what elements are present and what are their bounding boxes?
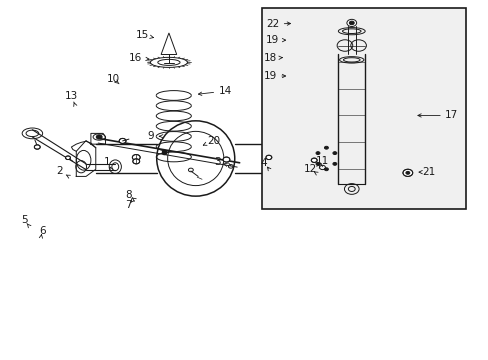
Circle shape (332, 152, 336, 154)
Circle shape (348, 21, 353, 25)
Circle shape (402, 169, 412, 176)
Text: 15: 15 (135, 30, 148, 40)
Text: 19: 19 (265, 35, 279, 45)
Circle shape (332, 162, 336, 165)
Circle shape (311, 158, 317, 162)
Circle shape (324, 146, 328, 149)
Text: 3: 3 (214, 157, 221, 167)
Text: 10: 10 (106, 74, 120, 84)
Text: 7: 7 (125, 200, 131, 210)
Text: 5: 5 (21, 215, 27, 225)
Circle shape (265, 155, 271, 159)
Text: 12: 12 (303, 164, 316, 174)
Circle shape (223, 157, 229, 162)
Circle shape (405, 171, 409, 174)
Text: 18: 18 (263, 53, 276, 63)
Circle shape (346, 19, 356, 27)
Text: 11: 11 (315, 156, 328, 166)
Text: 9: 9 (147, 131, 154, 141)
Bar (261, 8, 466, 209)
Text: 8: 8 (125, 190, 131, 200)
Text: 1: 1 (103, 157, 110, 167)
Text: 4: 4 (260, 158, 267, 168)
Circle shape (96, 135, 102, 139)
Circle shape (133, 159, 140, 164)
Text: 16: 16 (129, 53, 142, 63)
Text: 2: 2 (56, 166, 62, 176)
Text: 13: 13 (64, 91, 78, 101)
Text: 6: 6 (39, 226, 45, 236)
Circle shape (65, 156, 70, 159)
Circle shape (324, 168, 328, 171)
Circle shape (315, 152, 319, 154)
Text: 20: 20 (207, 136, 220, 145)
Text: 21: 21 (421, 167, 434, 177)
Text: 22: 22 (265, 19, 279, 29)
Polygon shape (161, 33, 176, 54)
Text: 19: 19 (263, 71, 276, 81)
Circle shape (34, 145, 40, 149)
Circle shape (119, 138, 126, 143)
Circle shape (132, 154, 140, 160)
Text: 14: 14 (218, 86, 231, 96)
Text: 17: 17 (444, 111, 457, 121)
Circle shape (315, 162, 319, 165)
